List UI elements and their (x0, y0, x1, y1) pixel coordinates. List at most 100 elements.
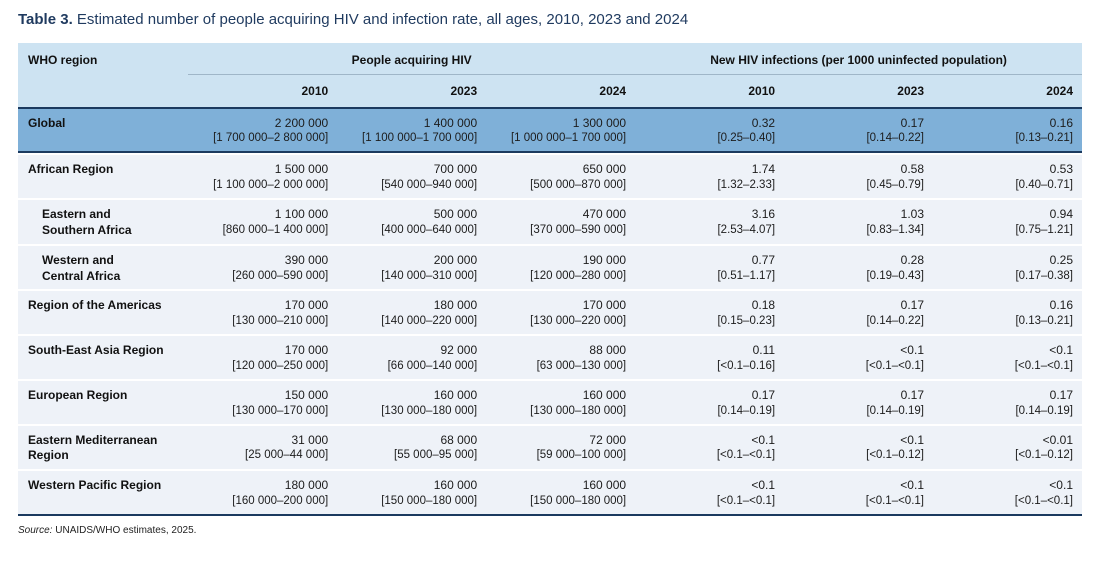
table-header: WHO region People acquiring HIV New HIV … (18, 42, 1082, 107)
estimate-value: <0.1 (1049, 478, 1073, 493)
table-body: Global 2 200 000 [1 700 000–2 800 000] 1… (18, 106, 1082, 517)
estimate-value: <0.01 (1042, 432, 1073, 447)
estimate-value: 0.25 (1049, 252, 1073, 267)
cell-people-2023: 160 000 [130 000–180 000] (337, 378, 487, 424)
uncertainty-range: [130 000–220 000] (530, 315, 627, 328)
cell-people-2023: 160 000 [150 000–180 000] (337, 469, 487, 517)
uncertainty-range: [0.15–0.23] (717, 315, 776, 328)
region-name: Eastern Mediterranean Region (18, 423, 189, 470)
uncertainty-range: [1 100 000–1 700 000] (362, 132, 478, 145)
estimate-value: 1 100 000 (274, 207, 329, 222)
estimate-value: 160 000 (582, 478, 627, 493)
cell-people-2023: 92 000 [66 000–140 000] (337, 334, 487, 379)
hiv-estimates-table: WHO region People acquiring HIV New HIV … (18, 42, 1082, 517)
column-header-year-2024-rate: 2024 (933, 74, 1082, 107)
estimate-value: <0.1 (900, 432, 924, 447)
uncertainty-range: [0.17–0.38] (1015, 269, 1073, 282)
uncertainty-range: [160 000–200 000] (232, 495, 329, 508)
column-header-year-2023-people: 2023 (337, 74, 487, 107)
column-header-year-2010-rate: 2010 (635, 74, 785, 107)
estimate-value: 0.17 (900, 115, 924, 130)
cell-rate-2024: 0.17 [0.14–0.19] (933, 378, 1082, 424)
table-row: Region of the Americas 170 000 [130 000–… (18, 289, 1082, 335)
uncertainty-range: [140 000–310 000] (381, 269, 478, 282)
cell-rate-2023: 0.58 [0.45–0.79] (784, 153, 933, 199)
estimate-value: <0.1 (751, 478, 776, 493)
estimate-value: <0.1 (751, 432, 776, 447)
uncertainty-range: [0.14–0.22] (866, 315, 924, 328)
uncertainty-range: [<0.1–0.12] (866, 449, 924, 462)
source-label: Source: (18, 525, 53, 537)
cell-people-2024: 88 000 [63 000–130 000] (486, 334, 636, 379)
uncertainty-range: [0.51–1.17] (717, 269, 776, 282)
cell-people-2023: 700 000 [540 000–940 000] (337, 153, 487, 199)
estimate-value: 0.58 (900, 162, 924, 177)
cell-rate-2024: <0.1 [<0.1–<0.1] (933, 334, 1082, 379)
uncertainty-range: [0.83–1.34] (866, 223, 924, 236)
uncertainty-range: [<0.1–<0.1] (865, 359, 924, 372)
uncertainty-range: [150 000–180 000] (381, 495, 478, 508)
table-caption-text: Estimated number of people acquiring HIV… (76, 11, 689, 28)
cell-people-2010: 170 000 [120 000–250 000] (188, 334, 338, 379)
uncertainty-range: [130 000–170 000] (232, 404, 329, 417)
estimate-value: 170 000 (284, 298, 329, 313)
cell-rate-2024: 0.25 [0.17–0.38] (933, 243, 1082, 290)
uncertainty-range: [0.19–0.43] (866, 269, 924, 282)
source-text: UNAIDS/WHO estimates, 2025. (55, 525, 197, 537)
table-row: Global 2 200 000 [1 700 000–2 800 000] 1… (18, 106, 1082, 154)
estimate-value: 470 000 (582, 207, 627, 222)
uncertainty-range: [1.32–2.33] (717, 179, 776, 192)
estimate-value: 0.17 (751, 387, 776, 402)
uncertainty-range: [860 000–1 400 000] (222, 223, 329, 236)
cell-rate-2024: 0.16 [0.13–0.21] (933, 289, 1082, 335)
uncertainty-range: [0.13–0.21] (1015, 315, 1073, 328)
cell-rate-2023: 0.28 [0.19–0.43] (784, 243, 933, 290)
column-group-people-acquiring-hiv: People acquiring HIV (188, 42, 636, 75)
estimate-value: 1.03 (900, 207, 924, 222)
uncertainty-range: [130 000–180 000] (381, 404, 478, 417)
column-header-who-region: WHO region (18, 42, 189, 107)
cell-people-2010: 170 000 [130 000–210 000] (188, 289, 338, 335)
estimate-value: 31 000 (291, 432, 329, 447)
table-row: Western Pacific Region 180 000 [160 000–… (18, 469, 1082, 517)
column-group-new-hiv-infections: New HIV infections (per 1000 uninfected … (635, 42, 1082, 75)
estimate-value: 92 000 (440, 343, 478, 358)
cell-rate-2024: 0.16 [0.13–0.21] (933, 106, 1082, 154)
cell-people-2024: 470 000 [370 000–590 000] (486, 198, 636, 244)
header-group-row: WHO region People acquiring HIV New HIV … (18, 42, 1082, 107)
uncertainty-range: [0.14–0.19] (1015, 404, 1073, 417)
uncertainty-range: [500 000–870 000] (530, 179, 627, 192)
estimate-value: 0.16 (1049, 298, 1073, 313)
uncertainty-range: [55 000–95 000] (394, 449, 478, 462)
uncertainty-range: [540 000–940 000] (381, 179, 478, 192)
cell-people-2023: 200 000 [140 000–310 000] (337, 243, 487, 290)
header-year-row: 2010 2023 2024 2010 2023 2024 (18, 74, 1082, 107)
estimate-value: 0.32 (751, 115, 776, 130)
estimate-value: 500 000 (433, 207, 478, 222)
table-number: Table 3. (18, 11, 73, 28)
region-name: Eastern and Southern Africa (18, 198, 189, 244)
cell-people-2024: 190 000 [120 000–280 000] (486, 243, 636, 290)
cell-people-2023: 500 000 [400 000–640 000] (337, 198, 487, 244)
uncertainty-range: [1 000 000–1 700 000] (510, 132, 627, 145)
uncertainty-range: [59 000–100 000] (536, 449, 627, 462)
estimate-value: 3.16 (751, 207, 776, 222)
cell-people-2023: 180 000 [140 000–220 000] (337, 289, 487, 335)
estimate-value: 170 000 (582, 298, 627, 313)
table-row: Western and Central Africa 390 000 [260 … (18, 243, 1082, 290)
uncertainty-range: [0.40–0.71] (1015, 179, 1073, 192)
cell-people-2023: 1 400 000 [1 100 000–1 700 000] (337, 106, 487, 154)
estimate-value: 1 500 000 (274, 162, 329, 177)
cell-rate-2023: <0.1 [<0.1–<0.1] (784, 334, 933, 379)
cell-rate-2010: <0.1 [<0.1–<0.1] (635, 469, 785, 517)
estimate-value: 150 000 (284, 387, 329, 402)
estimate-value: 0.17 (900, 387, 924, 402)
region-name: Western Pacific Region (18, 469, 189, 517)
estimate-value: 0.53 (1049, 162, 1073, 177)
uncertainty-range: [<0.1–0.16] (717, 359, 776, 372)
table-row: European Region 150 000 [130 000–170 000… (18, 378, 1082, 424)
uncertainty-range: [2.53–4.07] (717, 223, 776, 236)
cell-people-2024: 1 300 000 [1 000 000–1 700 000] (486, 106, 636, 154)
estimate-value: 160 000 (433, 478, 478, 493)
source-note: Source: UNAIDS/WHO estimates, 2025. (18, 525, 1082, 536)
